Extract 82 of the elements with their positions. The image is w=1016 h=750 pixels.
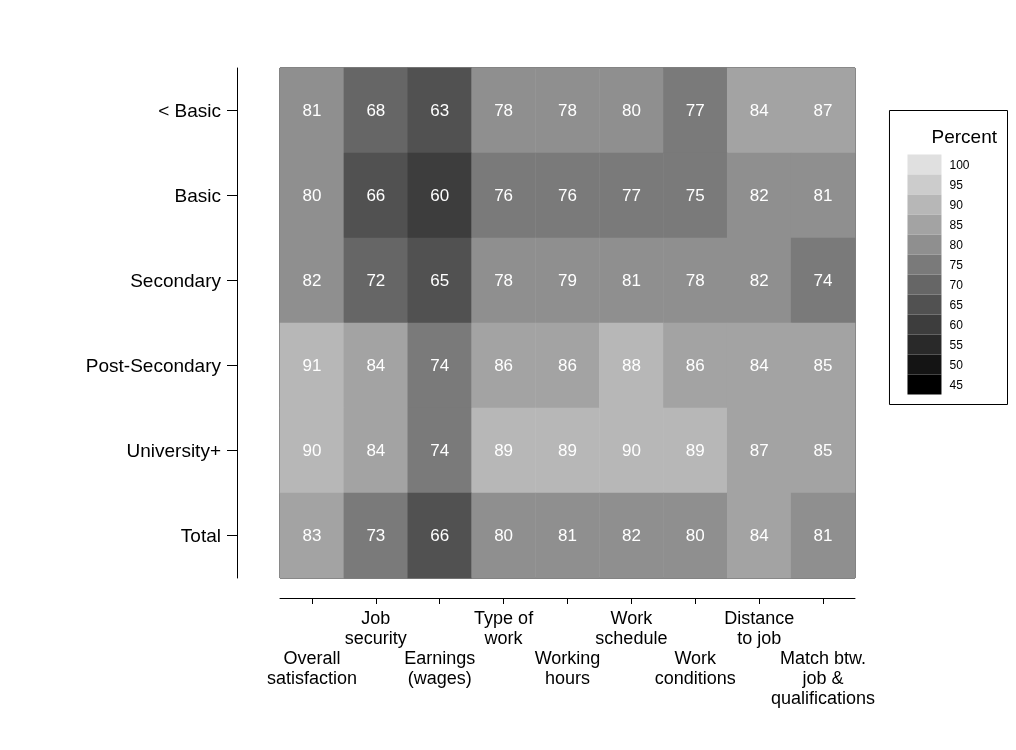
x-tick-label: Match btw. job & qualifications [771,648,876,708]
data-label: 82 [302,271,322,290]
data-label: 89 [685,441,705,460]
x-tick-label: Overall satisfaction [266,648,357,688]
data-label: 78 [685,271,705,290]
data-label: 85 [813,356,833,375]
color-bar-label: 85 [949,217,964,232]
x-tick-label: Earnings (wages) [404,648,476,688]
data-label: 90 [621,441,641,460]
data-label: 80 [685,526,705,545]
data-label: 83 [302,526,322,545]
data-label: 78 [494,101,514,120]
color-bar-label: 45 [949,377,964,392]
data-label: 89 [494,441,514,460]
data-label: 84 [366,441,386,460]
data-label: 73 [366,526,386,545]
x-tick-label: Work conditions [654,648,736,688]
data-label: 74 [430,356,450,375]
data-label: 78 [494,271,514,290]
x-tick-label: Working hours [534,648,601,688]
y-tick-label: Secondary [130,270,222,291]
y-tick-label: Basic [174,185,221,206]
data-label: 87 [813,101,833,120]
x-tick-label: Work schedule [595,608,668,648]
data-label: 85 [813,441,833,460]
x-tick-label: Distance to job [724,608,795,648]
data-label: 76 [558,186,577,205]
data-label: 84 [749,526,769,545]
color-bar-label: 70 [949,277,964,292]
data-label: 91 [302,356,322,375]
color-bar-label: 55 [949,337,964,352]
data-label: 87 [749,441,769,460]
data-label: 76 [494,186,514,205]
data-label: 60 [430,186,450,205]
data-label: 63 [430,101,450,120]
color-bar-label: 50 [949,357,964,372]
y-tick-label: < Basic [158,100,221,121]
data-label: 72 [366,271,386,290]
data-label: 86 [685,356,705,375]
legend-title: Percent [931,126,998,147]
data-label: 74 [430,441,450,460]
data-label: 80 [494,526,514,545]
y-tick-label: University+ [126,440,221,461]
data-label: 75 [685,186,705,205]
x-tick-label: Type of work [474,608,535,648]
data-label: 84 [749,101,769,120]
data-label: 74 [813,271,833,290]
color-bar-label: 95 [949,177,964,192]
color-bar-label: 90 [949,197,964,212]
data-label: 86 [494,356,514,375]
data-label: 78 [558,101,577,120]
x-tick-label: Job security [344,608,407,648]
data-label: 81 [302,101,322,120]
data-label: 79 [558,271,577,290]
data-label: 82 [749,271,769,290]
color-bar-label: 80 [949,237,964,252]
color-bar-label: 65 [949,297,964,312]
data-label: 80 [302,186,322,205]
data-label: 77 [685,101,705,120]
color-bar-label: 75 [949,257,964,272]
data-label: 90 [302,441,322,460]
data-label: 66 [430,526,450,545]
data-label: 77 [621,186,641,205]
data-label: 88 [621,356,641,375]
y-tick-label: Post-Secondary [85,355,222,376]
data-label: 66 [366,186,386,205]
color-bar-label: 60 [949,317,964,332]
data-label: 81 [621,271,641,290]
data-label: 68 [366,101,386,120]
data-label: 84 [749,356,769,375]
data-label: 81 [558,526,577,545]
y-tick-label: Total [180,525,221,546]
data-label: 81 [813,186,833,205]
data-label: 82 [749,186,769,205]
data-label: 84 [366,356,386,375]
data-label: 82 [621,526,641,545]
data-label: 86 [558,356,577,375]
color-bar-label: 100 [949,157,970,172]
data-label: 80 [621,101,641,120]
data-label: 65 [430,271,450,290]
data-label: 81 [813,526,833,545]
data-label: 89 [558,441,577,460]
